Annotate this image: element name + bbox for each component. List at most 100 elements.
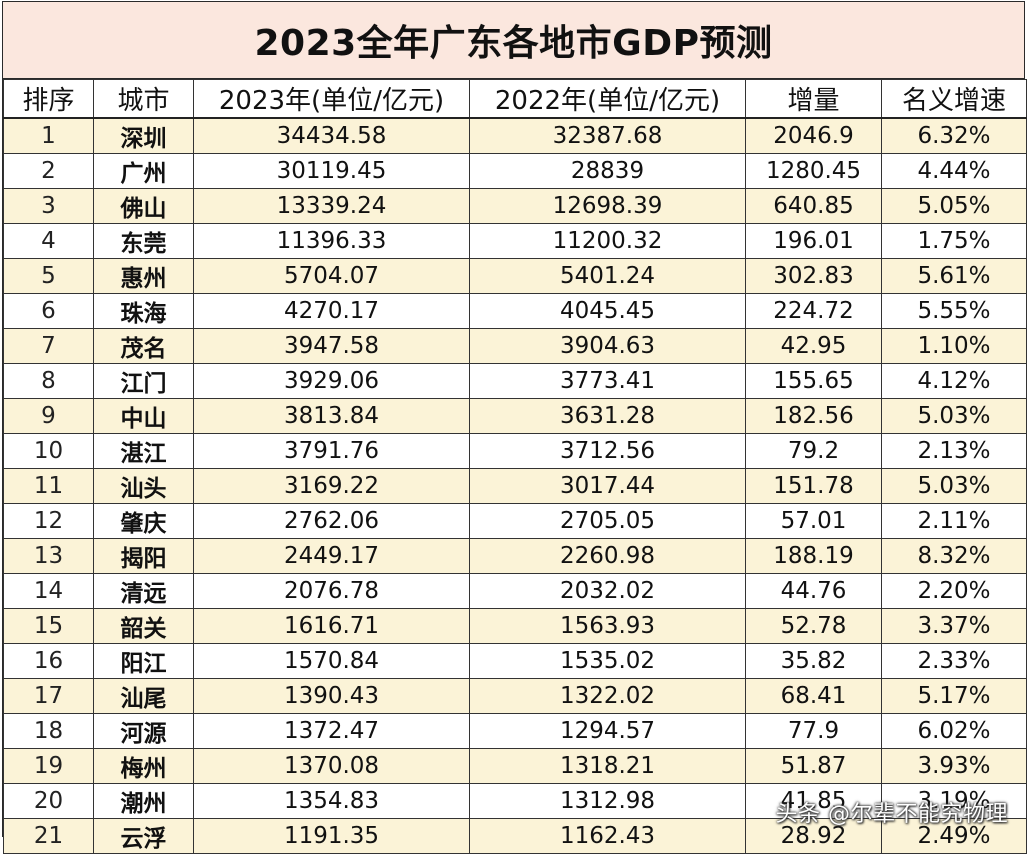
increase-cell: 77.9 (745, 713, 882, 749)
growth-rate-cell: 6.32% (881, 117, 1027, 154)
page-title: 2023全年广东各地市GDP预测 (3, 2, 1024, 79)
increase-cell: 1280.45 (745, 153, 882, 189)
city-cell: 韶关 (93, 608, 194, 644)
city-cell: 清远 (93, 573, 194, 609)
table-row: 4 东莞 11396.33 11200.32 196.01 1.75% (3, 223, 1027, 259)
gdp-2023-cell: 4270.17 (193, 293, 470, 329)
rank-cell: 16 (3, 643, 94, 679)
city-cell: 揭阳 (93, 538, 194, 574)
table-row: 21 云浮 1191.35 1162.43 28.92 2.49% (3, 818, 1027, 854)
gdp-2023-cell: 1616.71 (193, 608, 470, 644)
increase-cell: 28.92 (745, 818, 882, 854)
gdp-2023-cell: 1354.83 (193, 783, 470, 819)
increase-cell: 57.01 (745, 503, 882, 539)
table-row: 10 湛江 3791.76 3712.56 79.2 2.13% (3, 433, 1027, 469)
table-row: 17 汕尾 1390.43 1322.02 68.41 5.17% (3, 678, 1027, 714)
increase-cell: 640.85 (745, 188, 882, 224)
table-body: 1 深圳 34434.58 32387.68 2046.9 6.32% 2 广州 30119.4… (3, 117, 1027, 854)
table-row: 14 清远 2076.78 2032.02 44.76 2.20% (3, 573, 1027, 609)
city-cell: 广州 (93, 153, 194, 189)
growth-rate-cell: 1.75% (881, 223, 1027, 259)
increase-cell: 42.95 (745, 328, 882, 364)
gdp-2022-cell: 3712.56 (469, 433, 746, 469)
rank-cell: 12 (3, 503, 94, 539)
growth-rate-cell: 5.05% (881, 188, 1027, 224)
gdp-2022-cell: 1312.98 (469, 783, 746, 819)
city-cell: 阳江 (93, 643, 194, 679)
growth-rate-cell: 5.17% (881, 678, 1027, 714)
increase-cell: 2046.9 (745, 117, 882, 154)
rank-cell: 13 (3, 538, 94, 574)
growth-rate-cell: 5.61% (881, 258, 1027, 294)
city-cell: 江门 (93, 363, 194, 399)
gdp-2022-cell: 11200.32 (469, 223, 746, 259)
rank-cell: 10 (3, 433, 94, 469)
gdp-2022-cell: 32387.68 (469, 117, 746, 154)
growth-rate-cell: 1.10% (881, 328, 1027, 364)
growth-rate-cell: 3.37% (881, 608, 1027, 644)
rank-cell: 6 (3, 293, 94, 329)
city-cell: 东莞 (93, 223, 194, 259)
city-cell: 珠海 (93, 293, 194, 329)
table-row: 19 梅州 1370.08 1318.21 51.87 3.93% (3, 748, 1027, 784)
rank-cell: 9 (3, 398, 94, 434)
growth-rate-cell: 2.49% (881, 818, 1027, 854)
city-cell: 佛山 (93, 188, 194, 224)
gdp-2022-cell: 1563.93 (469, 608, 746, 644)
increase-cell: 182.56 (745, 398, 882, 434)
gdp-2022-cell: 3904.63 (469, 328, 746, 364)
gdp-2022-cell: 1535.02 (469, 643, 746, 679)
gdp-2023-cell: 3791.76 (193, 433, 470, 469)
gdp-2022-cell: 5401.24 (469, 258, 746, 294)
rank-cell: 15 (3, 608, 94, 644)
gdp-2022-cell: 4045.45 (469, 293, 746, 329)
gdp-2022-cell: 1318.21 (469, 748, 746, 784)
increase-cell: 302.83 (745, 258, 882, 294)
city-cell: 中山 (93, 398, 194, 434)
gdp-2023-cell: 2449.17 (193, 538, 470, 574)
table-row: 9 中山 3813.84 3631.28 182.56 5.03% (3, 398, 1027, 434)
increase-cell: 155.65 (745, 363, 882, 399)
header-gdp-2023: 2023年(单位/亿元) (193, 79, 470, 119)
gdp-2023-cell: 3929.06 (193, 363, 470, 399)
gdp-2022-cell: 2705.05 (469, 503, 746, 539)
gdp-2022-cell: 2260.98 (469, 538, 746, 574)
increase-cell: 196.01 (745, 223, 882, 259)
increase-cell: 41.85 (745, 783, 882, 819)
city-cell: 肇庆 (93, 503, 194, 539)
growth-rate-cell: 5.55% (881, 293, 1027, 329)
gdp-2022-cell: 3631.28 (469, 398, 746, 434)
increase-cell: 151.78 (745, 468, 882, 504)
rank-cell: 4 (3, 223, 94, 259)
gdp-2022-cell: 1162.43 (469, 818, 746, 854)
gdp-2022-cell: 2032.02 (469, 573, 746, 609)
gdp-2023-cell: 1372.47 (193, 713, 470, 749)
growth-rate-cell: 5.03% (881, 398, 1027, 434)
gdp-2023-cell: 3169.22 (193, 468, 470, 504)
growth-rate-cell: 4.44% (881, 153, 1027, 189)
table-row: 6 珠海 4270.17 4045.45 224.72 5.55% (3, 293, 1027, 329)
rank-cell: 7 (3, 328, 94, 364)
gdp-2023-cell: 11396.33 (193, 223, 470, 259)
gdp-2022-cell: 1294.57 (469, 713, 746, 749)
gdp-2023-cell: 1390.43 (193, 678, 470, 714)
table-row: 16 阳江 1570.84 1535.02 35.82 2.33% (3, 643, 1027, 679)
city-cell: 惠州 (93, 258, 194, 294)
table-row: 8 江门 3929.06 3773.41 155.65 4.12% (3, 363, 1027, 399)
table-row: 5 惠州 5704.07 5401.24 302.83 5.61% (3, 258, 1027, 294)
table-row: 7 茂名 3947.58 3904.63 42.95 1.10% (3, 328, 1027, 364)
gdp-2022-cell: 3017.44 (469, 468, 746, 504)
gdp-2022-cell: 28839 (469, 153, 746, 189)
city-cell: 河源 (93, 713, 194, 749)
header-row: 排序 城市 2023年(单位/亿元) 2022年(单位/亿元) 增量 名义增速 (3, 79, 1027, 119)
gdp-2023-cell: 3813.84 (193, 398, 470, 434)
table-row: 20 潮州 1354.83 1312.98 41.85 3.19% (3, 783, 1027, 819)
gdp-2023-cell: 5704.07 (193, 258, 470, 294)
city-cell: 潮州 (93, 783, 194, 819)
header-rank: 排序 (3, 79, 94, 119)
header-growth-rate: 名义增速 (881, 79, 1027, 119)
gdp-2023-cell: 1570.84 (193, 643, 470, 679)
increase-cell: 52.78 (745, 608, 882, 644)
increase-cell: 79.2 (745, 433, 882, 469)
rank-cell: 1 (3, 117, 94, 154)
